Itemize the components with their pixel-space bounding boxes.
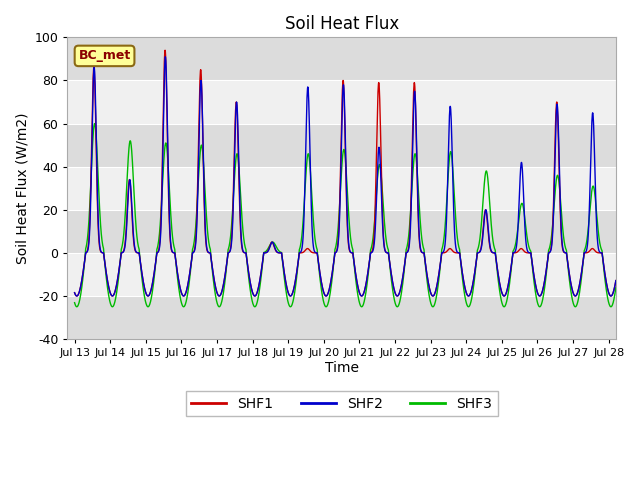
SHF2 (161, 54, 169, 60)
SHF1 (161, 48, 169, 53)
SHF1 (71, 290, 79, 296)
SHF2 (632, 250, 640, 256)
Bar (67, 253, 616, 296)
SHF2 (607, 293, 615, 299)
SHF3 (128, 148, 136, 154)
SHF3 (563, 256, 571, 262)
SHF3 (632, 250, 640, 255)
Bar (67, 37, 616, 81)
SHF3 (607, 304, 615, 310)
SHF2 (127, 195, 135, 201)
Bar (67, 167, 616, 210)
Bar (67, 296, 616, 339)
SHF3 (91, 120, 99, 126)
Bar (67, 81, 616, 123)
SHF1 (287, 293, 294, 299)
SHF2 (394, 293, 402, 299)
SHF3 (71, 300, 79, 306)
Line: SHF3: SHF3 (75, 123, 640, 307)
SHF1 (531, 280, 539, 286)
SHF1 (251, 293, 259, 299)
SHF1 (394, 293, 402, 299)
Line: SHF2: SHF2 (75, 57, 640, 296)
SHF2 (531, 279, 539, 285)
SHF3 (394, 304, 402, 310)
SHF3 (251, 304, 259, 310)
Legend: SHF1, SHF2, SHF3: SHF1, SHF2, SHF3 (186, 391, 497, 417)
Bar (67, 210, 616, 253)
SHF2 (563, 256, 571, 262)
SHF1 (127, 202, 135, 207)
Title: Soil Heat Flux: Soil Heat Flux (285, 15, 399, 33)
X-axis label: Time: Time (324, 361, 358, 375)
SHF2 (251, 293, 259, 299)
SHF1 (564, 257, 572, 263)
Y-axis label: Soil Heat Flux (W/m2): Soil Heat Flux (W/m2) (15, 112, 29, 264)
SHF2 (71, 290, 79, 296)
Text: BC_met: BC_met (79, 49, 131, 62)
SHF1 (632, 250, 640, 256)
Bar (67, 123, 616, 167)
Line: SHF1: SHF1 (75, 50, 640, 296)
SHF3 (531, 287, 539, 292)
